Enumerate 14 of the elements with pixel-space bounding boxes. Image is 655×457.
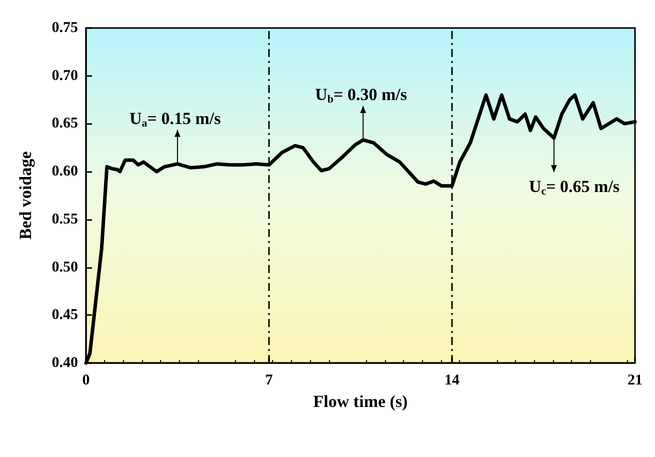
- y-tick-label: 0.60: [52, 164, 78, 180]
- x-axis-title: Flow time (s): [313, 392, 408, 411]
- y-tick-label: 0.75: [52, 20, 78, 36]
- x-tick-label: 21: [628, 372, 642, 388]
- x-tick-label: 14: [444, 372, 460, 388]
- y-tick-label: 0.40: [52, 355, 78, 371]
- y-tick-label: 0.45: [52, 307, 78, 324]
- x-tick-label: 7: [265, 372, 274, 388]
- x-tick-label: 0: [82, 372, 90, 388]
- y-tick-label: 0.50: [52, 259, 78, 276]
- y-tick-label: 0.65: [52, 116, 78, 132]
- y-axis-title: Bed voidage: [16, 150, 35, 240]
- y-tick-label: 0.55: [52, 211, 78, 228]
- y-tick-label: 0.70: [52, 68, 78, 84]
